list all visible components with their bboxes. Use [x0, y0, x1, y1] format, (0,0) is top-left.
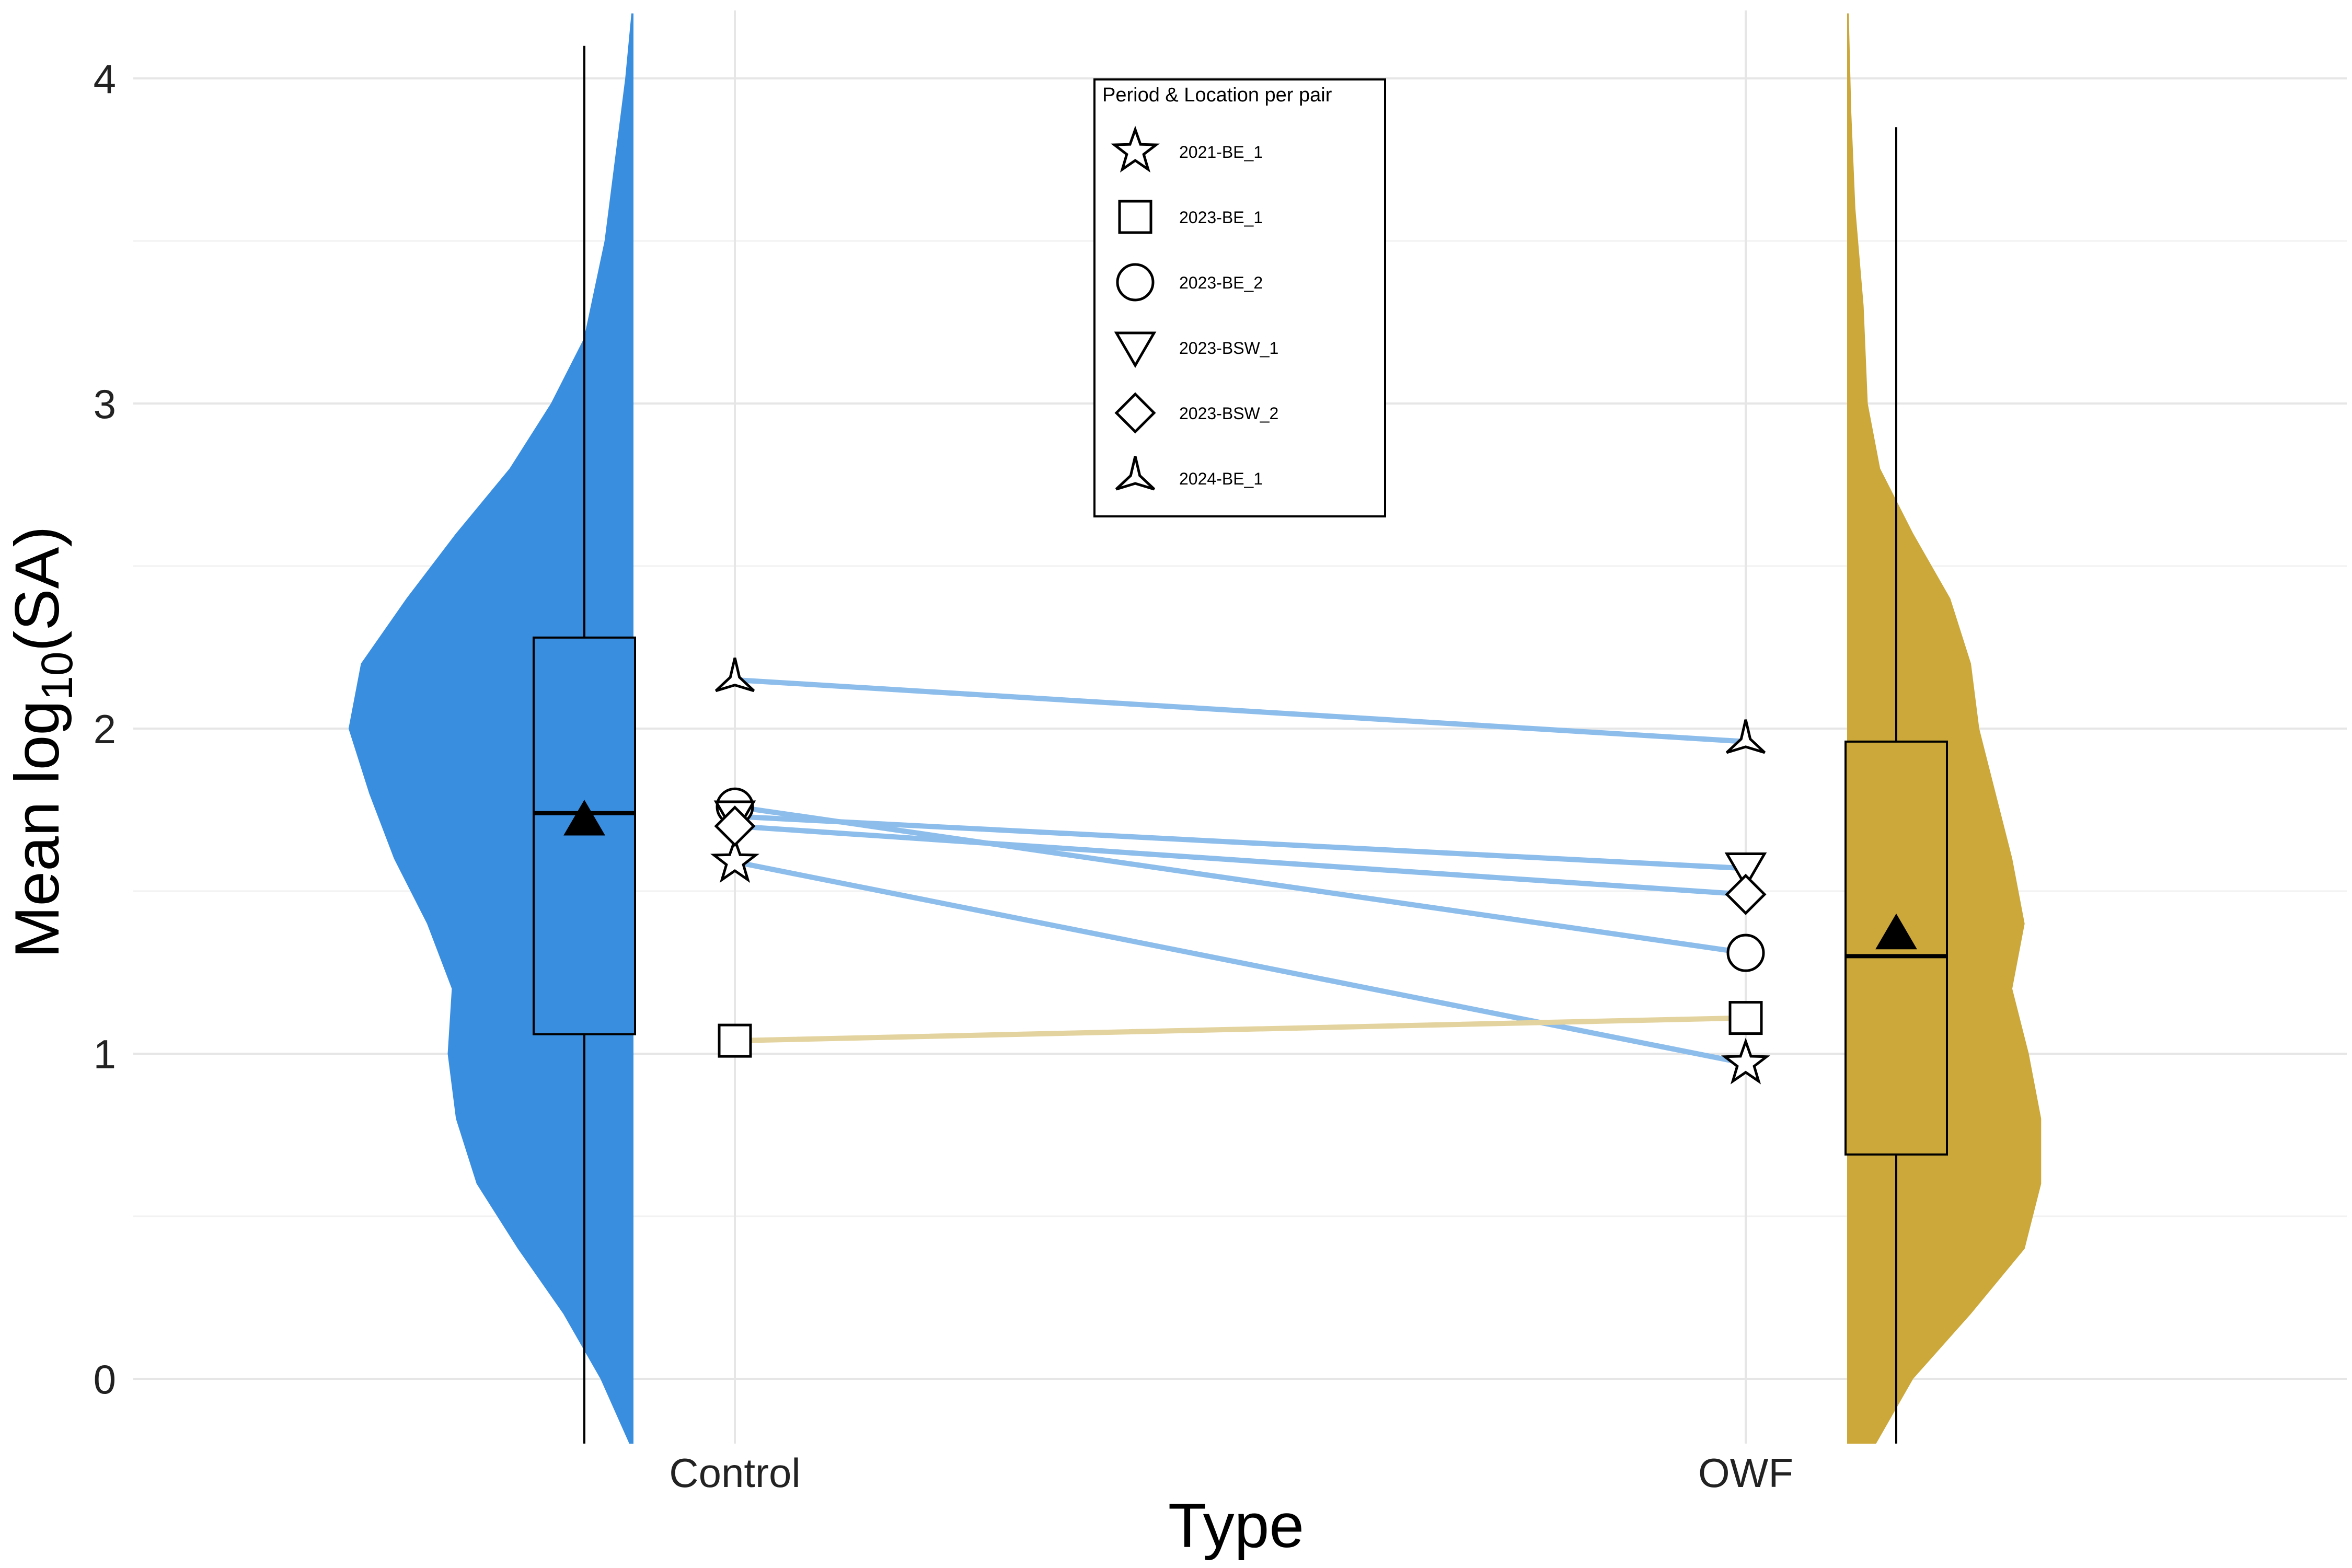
- legend-label: 2024-BE_1: [1179, 469, 1263, 488]
- legend-key-triangle-down: [1114, 331, 1157, 368]
- pair-line: [732, 1015, 1748, 1044]
- y-tick-label: 3: [94, 381, 116, 427]
- pair-line: [732, 804, 1748, 956]
- y-axis-ticks: 0 1 2 3 4: [94, 56, 116, 1402]
- legend-key-star: [1111, 125, 1160, 173]
- legend-key-circle: [1116, 263, 1155, 302]
- y-axis-label-tail: (SA): [2, 526, 72, 651]
- point-control-tri-spike: [714, 658, 755, 693]
- point-owf-star: [1721, 1037, 1771, 1085]
- x-axis-ticks: Control OWF: [669, 1450, 1793, 1496]
- y-axis-label: Mean log10(SA): [2, 526, 82, 958]
- paired-points: [710, 658, 1771, 1085]
- y-tick-label: 2: [94, 706, 116, 752]
- mean-marker-owf: [1875, 913, 1917, 950]
- legend: Period & Location per pair 2021-BE_1 2023…: [1093, 78, 1386, 517]
- density-control: [348, 13, 633, 1444]
- box-control: [533, 636, 636, 1035]
- x-tick-label: OWF: [1698, 1450, 1793, 1496]
- point-control-diamond: [714, 805, 756, 847]
- legend-key-tri-spike: [1115, 456, 1156, 491]
- y-tick-label: 0: [94, 1356, 116, 1402]
- paired-lines: [732, 677, 1748, 1066]
- pair-line: [732, 677, 1748, 744]
- legend-label: 2023-BE_1: [1179, 208, 1263, 227]
- point-control-square: [718, 1023, 752, 1058]
- point-owf-triangle-down: [1724, 852, 1767, 889]
- point-owf-tri-spike: [1725, 719, 1766, 754]
- legend-label: 2023-BE_2: [1179, 273, 1263, 292]
- y-tick-label: 4: [94, 56, 116, 102]
- point-control-star: [710, 836, 760, 883]
- mean-marker-control: [563, 800, 605, 836]
- pair-line: [732, 823, 1748, 897]
- pair-line: [732, 813, 1748, 871]
- legend-entries: 2021-BE_1 2023-BE_1 2023-BE_2 2023-BSW_1 202…: [1111, 125, 1278, 491]
- legend-key-square: [1118, 200, 1152, 234]
- point-owf-square: [1728, 1001, 1763, 1035]
- x-tick-label: Control: [669, 1450, 800, 1496]
- legend-label: 2023-BSW_1: [1179, 339, 1278, 358]
- point-owf-circle: [1726, 933, 1765, 972]
- y-axis-label-main: Mean log: [2, 700, 72, 959]
- legend-label: 2023-BSW_2: [1179, 404, 1278, 423]
- box-plots: [533, 45, 1948, 1444]
- legend-title: Period & Location per pair: [1102, 84, 1332, 106]
- point-owf-diamond: [1725, 873, 1767, 915]
- pair-line: [732, 859, 1748, 1066]
- y-tick-label: 1: [94, 1031, 116, 1077]
- x-axis-label: Type: [1168, 1491, 1304, 1561]
- legend-label: 2021-BE_1: [1179, 143, 1263, 162]
- y-axis-label-subscript: 10: [32, 651, 82, 700]
- legend-key-diamond: [1114, 392, 1156, 434]
